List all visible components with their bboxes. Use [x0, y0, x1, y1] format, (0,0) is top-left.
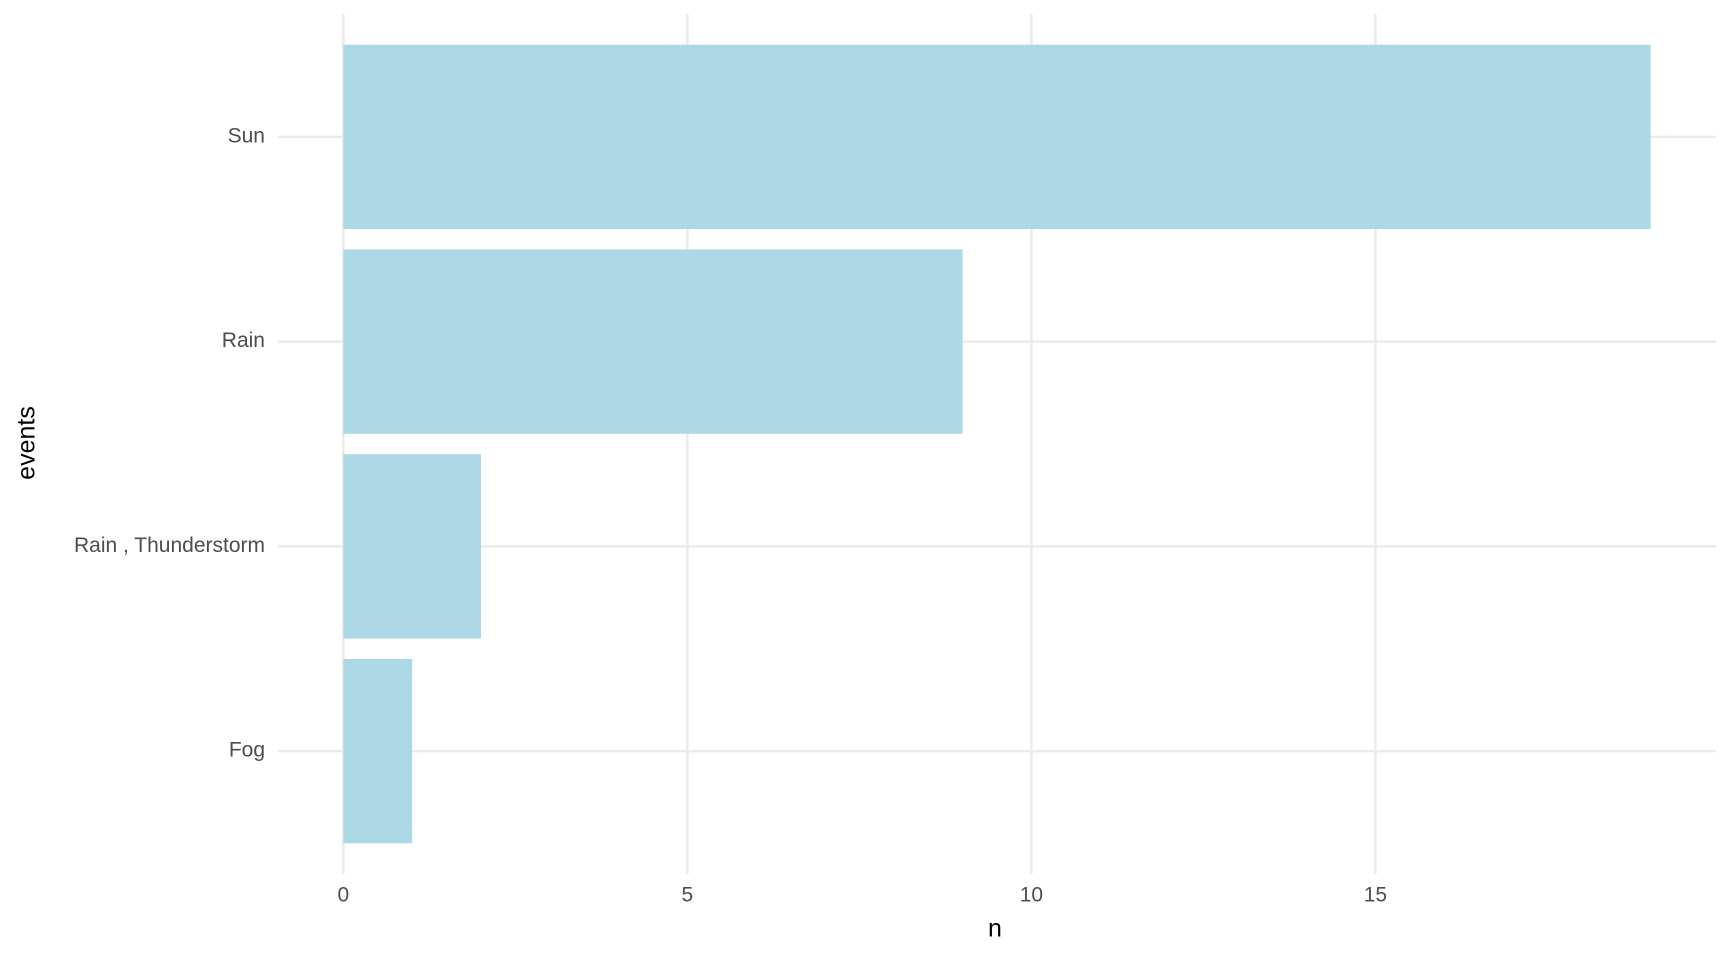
- x-tick-label: 0: [338, 884, 350, 907]
- bar: [343, 659, 413, 844]
- y-tick-label: Rain , Thunderstorm: [74, 534, 265, 557]
- bar: [343, 249, 963, 434]
- bar: [343, 454, 481, 639]
- x-axis-title: n: [988, 915, 1002, 943]
- x-tick-label: 15: [1364, 884, 1387, 907]
- x-tick-label: 10: [1020, 884, 1043, 907]
- y-tick-label: Sun: [228, 124, 265, 147]
- bar: [343, 44, 1651, 229]
- y-tick-label: Fog: [229, 739, 265, 762]
- y-axis-title: events: [13, 406, 41, 480]
- x-tick-label: 5: [682, 884, 694, 907]
- y-tick-label: Rain: [222, 329, 265, 352]
